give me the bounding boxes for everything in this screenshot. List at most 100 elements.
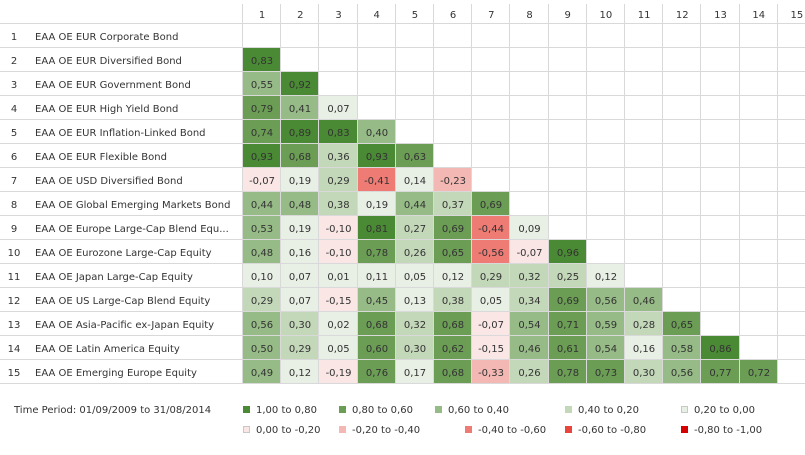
cell-value: 0,40 bbox=[366, 128, 388, 139]
cell-value: 0,14 bbox=[404, 176, 426, 187]
legend-label: 1,00 to 0,80 bbox=[256, 405, 317, 416]
cell-value: 0,12 bbox=[595, 272, 617, 283]
legend-swatch bbox=[339, 425, 346, 433]
heatmap-cell bbox=[243, 48, 280, 71]
heatmap-cell bbox=[625, 336, 662, 359]
cell-value: 0,26 bbox=[404, 248, 426, 259]
cell-value: 0,48 bbox=[251, 248, 273, 259]
heatmap-cell bbox=[281, 168, 318, 191]
heatmap-cell bbox=[243, 360, 280, 383]
cell-value: 0,29 bbox=[480, 272, 502, 283]
heatmap-cell bbox=[549, 360, 586, 383]
cell-value: 0,46 bbox=[633, 296, 655, 307]
cell-value: 0,59 bbox=[595, 320, 617, 331]
heatmap-cell bbox=[358, 312, 395, 335]
legend-item: -0,60 to -0,80 bbox=[565, 425, 646, 436]
heatmap-cell bbox=[587, 360, 624, 383]
heatmap-cell bbox=[549, 336, 586, 359]
column-header: 10 bbox=[600, 10, 613, 21]
cell-value: 0,27 bbox=[404, 224, 426, 235]
cell-value: 0,45 bbox=[366, 296, 388, 307]
column-header: 2 bbox=[297, 10, 303, 21]
row-number: 12 bbox=[8, 296, 21, 307]
heatmap-cell bbox=[358, 264, 395, 287]
heatmap-cell bbox=[434, 360, 471, 383]
cell-value: 0,29 bbox=[327, 176, 349, 187]
heatmap-cell bbox=[281, 240, 318, 263]
heatmap-cell bbox=[663, 360, 700, 383]
legend-swatch bbox=[465, 425, 472, 433]
column-header: 12 bbox=[676, 10, 689, 21]
heatmap-cell bbox=[472, 336, 509, 359]
cell-value: 0,48 bbox=[289, 200, 311, 211]
heatmap-cell bbox=[510, 240, 548, 263]
column-header: 11 bbox=[638, 10, 651, 21]
cell-value: 0,17 bbox=[404, 368, 426, 379]
legend-label: 0,20 to 0,00 bbox=[694, 405, 755, 416]
cell-value: 0,02 bbox=[327, 320, 349, 331]
cell-value: 0,44 bbox=[251, 200, 273, 211]
cell-value: -0,07 bbox=[517, 248, 543, 259]
column-header: 3 bbox=[335, 10, 341, 21]
heatmap-cell bbox=[243, 216, 280, 239]
cell-value: 0,93 bbox=[366, 152, 388, 163]
heatmap-cell bbox=[472, 288, 509, 311]
heatmap-cell bbox=[243, 144, 280, 167]
heatmap-cell bbox=[396, 192, 433, 215]
heatmap-cell bbox=[281, 72, 318, 95]
heatmap-cell bbox=[472, 312, 509, 335]
legend-swatch bbox=[681, 425, 688, 433]
row-label: EAA OE EUR Government Bond bbox=[35, 80, 191, 91]
heatmap-cell bbox=[434, 168, 471, 191]
cell-value: 0,16 bbox=[633, 344, 655, 355]
heatmap-cell bbox=[510, 360, 548, 383]
row-number: 14 bbox=[8, 344, 21, 355]
heatmap-cell bbox=[358, 120, 395, 143]
heatmap-cell bbox=[358, 288, 395, 311]
heatmap-cell bbox=[396, 336, 433, 359]
row-label: EAA OE Asia-Pacific ex-Japan Equity bbox=[35, 320, 214, 331]
row-number: 5 bbox=[11, 128, 17, 139]
heatmap-cell bbox=[510, 288, 548, 311]
heatmap-cell bbox=[319, 216, 357, 239]
cell-value: 0,28 bbox=[633, 320, 655, 331]
heatmap-cell bbox=[587, 312, 624, 335]
cell-value: 0,76 bbox=[366, 368, 388, 379]
legend-item: -0,80 to -1,00 bbox=[681, 425, 762, 436]
row-number: 15 bbox=[8, 368, 21, 379]
legend-label: -0,60 to -0,80 bbox=[578, 425, 647, 436]
column-header: 9 bbox=[565, 10, 571, 21]
heatmap-cell bbox=[434, 336, 471, 359]
row-number: 11 bbox=[8, 272, 21, 283]
cell-value: -0,23 bbox=[440, 176, 466, 187]
heatmap-cell bbox=[510, 264, 548, 287]
heatmap-cell bbox=[434, 288, 471, 311]
cell-value: 0,61 bbox=[557, 344, 579, 355]
heatmap-cell bbox=[625, 312, 662, 335]
heatmap-cell bbox=[434, 264, 471, 287]
heatmap-cell bbox=[243, 120, 280, 143]
heatmap-cell bbox=[281, 120, 318, 143]
heatmap-cell bbox=[358, 240, 395, 263]
heatmap-cell bbox=[319, 264, 357, 287]
cell-value: 0,53 bbox=[251, 224, 273, 235]
heatmap-cell bbox=[701, 336, 739, 359]
cell-value: 0,30 bbox=[404, 344, 426, 355]
cell-value: 0,79 bbox=[251, 104, 273, 115]
cell-value: 0,19 bbox=[289, 224, 311, 235]
row-label: EAA OE USD Diversified Bond bbox=[35, 176, 183, 187]
cell-value: 0,68 bbox=[442, 320, 464, 331]
cell-value: 0,77 bbox=[709, 368, 731, 379]
cell-value: 0,41 bbox=[289, 104, 311, 115]
heatmap-cell bbox=[396, 288, 433, 311]
cell-value: 0,32 bbox=[404, 320, 426, 331]
cell-value: 0,38 bbox=[327, 200, 349, 211]
row-label: EAA OE Emerging Europe Equity bbox=[35, 368, 197, 379]
cell-value: 0,10 bbox=[251, 272, 273, 283]
heatmap-cell bbox=[281, 144, 318, 167]
cell-value: 0,78 bbox=[366, 248, 388, 259]
heatmap-cell bbox=[701, 360, 739, 383]
heatmap-cell bbox=[281, 336, 318, 359]
heatmap-cell bbox=[587, 336, 624, 359]
legend-label: 0,00 to -0,20 bbox=[256, 425, 321, 436]
